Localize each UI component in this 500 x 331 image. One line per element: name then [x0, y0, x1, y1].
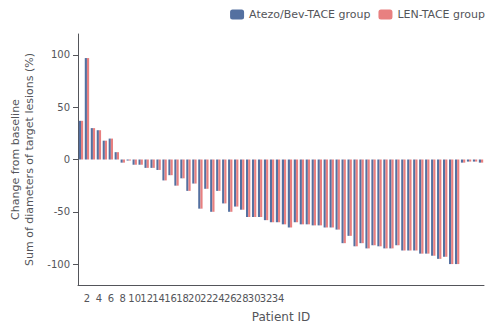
svg-text:Change from baseline: Change from baseline: [9, 99, 22, 220]
svg-text:16: 16: [164, 293, 177, 304]
svg-text:14: 14: [152, 293, 165, 304]
svg-text:8: 8: [120, 293, 126, 304]
svg-text:-100: -100: [47, 259, 70, 270]
svg-text:20: 20: [188, 293, 201, 304]
svg-text:Atezo/Bev-TACE group: Atezo/Bev-TACE group: [249, 8, 370, 21]
svg-text:100: 100: [51, 49, 70, 60]
svg-text:50: 50: [57, 102, 70, 113]
svg-text:10: 10: [128, 293, 141, 304]
svg-text:34: 34: [272, 293, 285, 304]
svg-text:22: 22: [200, 293, 213, 304]
svg-text:28: 28: [236, 293, 249, 304]
svg-text:LEN-TACE group: LEN-TACE group: [397, 8, 485, 21]
svg-text:2: 2: [84, 293, 90, 304]
svg-text:0: 0: [64, 154, 70, 165]
svg-text:18: 18: [176, 293, 189, 304]
svg-text:30: 30: [248, 293, 261, 304]
svg-text:32: 32: [260, 293, 273, 304]
svg-text:24: 24: [212, 293, 225, 304]
svg-text:26: 26: [224, 293, 237, 304]
svg-text:4: 4: [96, 293, 102, 304]
svg-text:Sum of diameters of target les: Sum of diameters of target lesions (%): [23, 53, 36, 266]
svg-text:-50: -50: [54, 206, 70, 217]
svg-text:12: 12: [140, 293, 153, 304]
svg-text:6: 6: [108, 293, 114, 304]
svg-text:Patient ID: Patient ID: [252, 310, 310, 324]
